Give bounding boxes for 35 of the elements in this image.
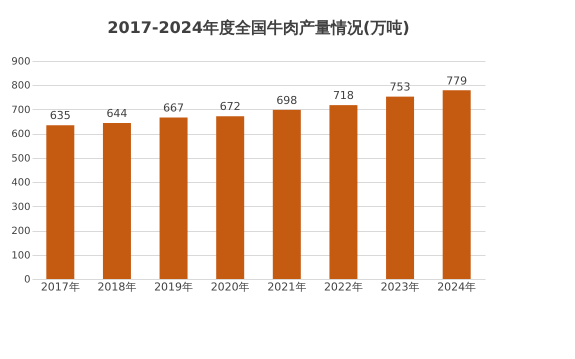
- bar: [216, 116, 244, 279]
- y-tick-label: 200: [11, 226, 30, 238]
- y-tick-label: 100: [11, 250, 30, 262]
- data-label: 779: [446, 74, 468, 88]
- y-tick-label: 500: [11, 153, 30, 164]
- data-label: 698: [276, 94, 298, 107]
- y-tick-label: 400: [11, 178, 30, 189]
- chart-title: 2017-2024年度全国牛肉产量情况(万吨): [107, 18, 410, 37]
- x-tick-label: 2020年: [210, 280, 250, 294]
- x-tick-label: 2018年: [97, 280, 136, 294]
- bar: [46, 125, 74, 279]
- x-tick-label: 2023年: [380, 280, 420, 294]
- data-label: 753: [390, 80, 411, 94]
- bar: [329, 105, 358, 279]
- data-label: 667: [163, 101, 184, 114]
- bar: [442, 90, 471, 279]
- x-tick-label: 2017年: [40, 280, 80, 294]
- data-label: 644: [106, 107, 128, 120]
- y-tick-label: 0: [24, 274, 30, 286]
- data-label: 635: [50, 109, 71, 122]
- y-tick-label: 600: [11, 129, 30, 140]
- x-tick-label: 2022年: [324, 280, 363, 294]
- bar: [160, 117, 188, 279]
- data-label: 718: [332, 89, 354, 102]
- data-label: 672: [220, 100, 241, 114]
- y-tick-label: 800: [11, 80, 30, 92]
- x-tick-label: 2024年: [437, 280, 476, 294]
- bar: [386, 96, 414, 279]
- y-tick-label: 900: [11, 56, 30, 68]
- y-tick-label: 300: [11, 202, 30, 213]
- x-tick-label: 2021年: [267, 280, 306, 294]
- y-tick-label: 700: [11, 104, 30, 116]
- x-tick-label: 2019年: [154, 280, 194, 294]
- bar: [272, 110, 301, 279]
- bar: [102, 123, 131, 279]
